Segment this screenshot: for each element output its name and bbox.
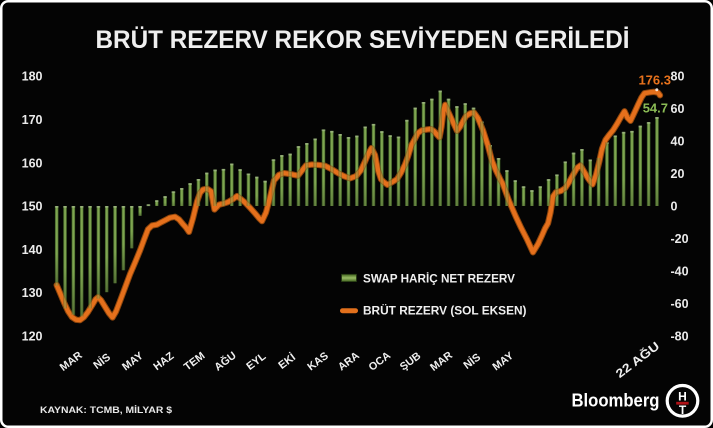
svg-text:Bloomberg: Bloomberg [572,391,660,411]
svg-text:54.7: 54.7 [643,101,668,116]
svg-text:40: 40 [671,135,685,149]
svg-text:BRÜT REZERV REKOR SEVİYEDEN GE: BRÜT REZERV REKOR SEVİYEDEN GERİLEDİ [96,25,630,54]
svg-text:SWAP HARİÇ NET REZERV: SWAP HARİÇ NET REZERV [363,273,515,286]
svg-text:130: 130 [22,286,43,300]
svg-text:150: 150 [22,200,43,214]
svg-text:BRÜT REZERV (SOL EKSEN): BRÜT REZERV (SOL EKSEN) [363,305,527,318]
svg-text:160: 160 [22,156,43,170]
svg-text:180: 180 [22,70,43,84]
svg-text:KAYNAK: TCMB, MİLYAR $: KAYNAK: TCMB, MİLYAR $ [40,405,173,416]
svg-text:120: 120 [22,330,43,344]
svg-text:60: 60 [671,102,685,116]
svg-text:-20: -20 [671,232,689,246]
svg-text:T: T [679,403,687,417]
svg-text:170: 170 [22,113,43,127]
svg-text:140: 140 [22,243,43,257]
svg-text:80: 80 [671,70,685,84]
svg-text:-40: -40 [671,265,689,279]
svg-text:20: 20 [671,167,685,181]
svg-text:176.3: 176.3 [638,73,671,88]
svg-text:0: 0 [671,200,678,214]
svg-text:-60: -60 [671,297,689,311]
svg-text:-80: -80 [671,330,689,344]
svg-text:H: H [678,390,687,404]
